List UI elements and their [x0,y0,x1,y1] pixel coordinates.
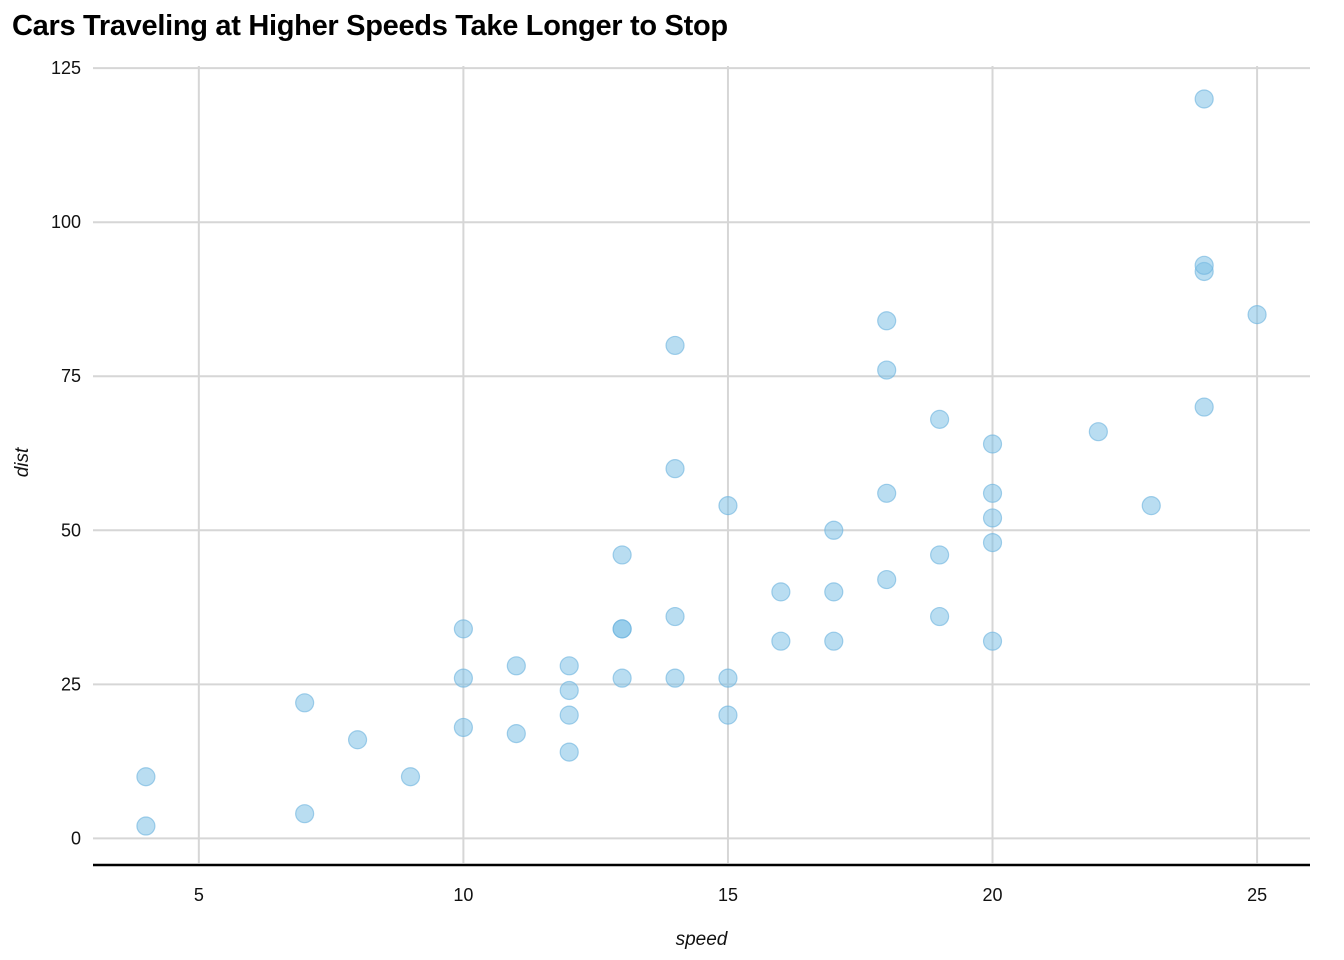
data-point [982,508,1003,528]
data-points [136,89,1267,836]
x-axis-title: speed [676,929,729,950]
data-point [1247,305,1267,325]
chart-title: Cars Traveling at Higher Speeds Take Lon… [12,10,728,42]
data-point [771,631,791,651]
data-point [612,619,632,639]
data-point [1194,397,1214,417]
data-point [930,606,950,627]
data-point [559,705,579,725]
data-point [1141,496,1161,516]
data-point [559,680,579,701]
data-point [982,532,1003,553]
data-point [1194,255,1214,275]
data-point [453,668,473,688]
data-point [930,545,950,565]
data-point [347,730,368,750]
data-point [559,656,579,676]
data-point [665,606,685,627]
data-point [877,569,897,590]
y-tick-label: 75 [61,366,81,386]
x-tick-label: 25 [1247,885,1267,905]
data-point [877,311,897,331]
data-point [665,668,685,688]
data-point [982,483,1003,503]
data-point [718,705,738,725]
data-point [453,717,473,738]
data-point [1088,422,1108,442]
data-point [506,724,526,744]
data-point [718,668,738,688]
x-tick-label: 5 [194,885,204,905]
data-point [771,582,791,602]
x-tick-label: 20 [983,885,1003,905]
tick-labels: 0 25 50 75 100 125 5 10 15 20 25 [51,58,1267,905]
data-point [824,520,844,540]
y-tick-label: 125 [51,58,81,78]
y-tick-label: 25 [61,674,81,694]
y-tick-label: 100 [51,212,81,232]
data-point [612,668,632,688]
data-point [877,360,897,380]
data-point [824,631,844,651]
y-axis-title: dist [12,447,33,477]
data-point [665,335,685,356]
data-point [400,767,421,787]
data-point [718,496,738,516]
data-point [136,767,156,787]
gridlines [93,66,1310,863]
x-tick-label: 15 [718,885,738,905]
data-point [612,545,632,565]
data-point [930,409,950,429]
data-point [136,816,156,836]
data-point [982,631,1003,651]
data-point [559,742,579,762]
data-point [877,483,897,503]
x-tick-label: 10 [453,885,473,905]
data-point [453,619,473,639]
data-point [982,434,1003,454]
y-tick-label: 0 [71,828,81,848]
data-point [665,459,685,479]
data-point [824,582,844,602]
data-point [295,804,315,824]
data-point [1194,89,1214,109]
data-point [295,693,315,713]
data-point [506,656,526,676]
y-tick-label: 50 [61,520,81,540]
